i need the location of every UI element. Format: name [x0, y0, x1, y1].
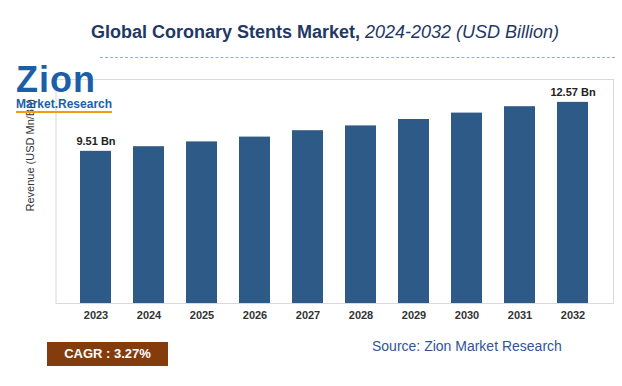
- svg-text:Revenue (USD Mn/Bn): Revenue (USD Mn/Bn): [24, 99, 36, 212]
- svg-text:2024: 2024: [137, 309, 162, 321]
- svg-text:2030: 2030: [455, 309, 479, 321]
- svg-text:12.57 Bn: 12.57 Bn: [550, 86, 596, 98]
- svg-text:2031: 2031: [508, 309, 532, 321]
- html-text:CAGR : 3.27%: CAGR : 3.27%: [64, 346, 151, 361]
- html-text:Global Coronary Stents Market,: Global Coronary Stents Market, 2024-2032…: [90, 22, 560, 42]
- html-text:Source: Zion Market Research: Source: Zion Market Research: [372, 338, 562, 354]
- svg-text:2029: 2029: [402, 309, 426, 321]
- svg-text:9.51 Bn: 9.51 Bn: [76, 135, 115, 147]
- svg-text:2026: 2026: [243, 309, 267, 321]
- html-text:Market.Research: Market.Research: [16, 97, 113, 111]
- svg-text:2025: 2025: [190, 309, 214, 321]
- svg-text:2028: 2028: [349, 309, 373, 321]
- svg-text:2027: 2027: [296, 309, 320, 321]
- svg-text:2032: 2032: [561, 309, 585, 321]
- svg-text:2023: 2023: [84, 309, 108, 321]
- html-text:Zion: Zion: [16, 59, 96, 100]
